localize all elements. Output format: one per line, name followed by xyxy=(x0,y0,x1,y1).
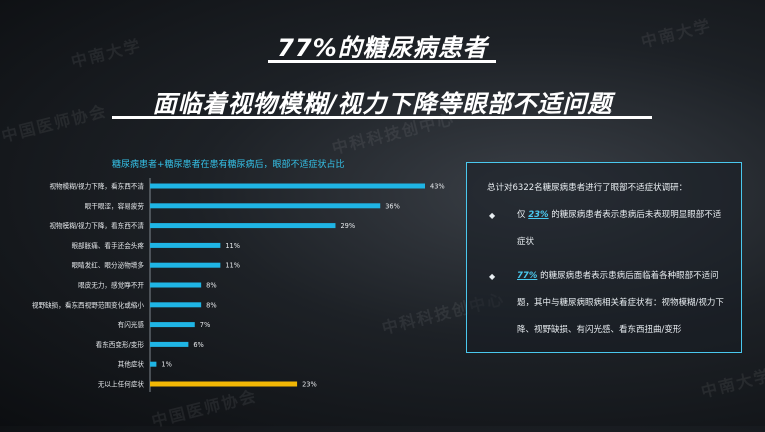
bar xyxy=(150,381,298,387)
value-label: 36% xyxy=(385,202,400,210)
category-label: 眼皮无力，感觉睁不开 xyxy=(78,281,144,290)
value-label: 8% xyxy=(206,282,216,290)
category-label: 看东西变形/变形 xyxy=(96,340,145,349)
bar xyxy=(150,282,202,288)
title-underline xyxy=(268,60,496,63)
chart-title: 糖尿病患者+糖尿患者在患有糖尿病后，眼部不适症状占比 xyxy=(112,160,345,170)
value-label: 1% xyxy=(161,361,171,369)
item1-text: 的糖尿病患者表示患病后未表现明显眼部不适症状 xyxy=(517,210,722,247)
category-label: 眼干眼涩，容易疲劳 xyxy=(85,201,145,210)
value-label: 43% xyxy=(430,183,445,191)
item1-percent: 23% xyxy=(528,210,549,220)
bar xyxy=(150,242,221,248)
category-label: 其他症状 xyxy=(118,360,145,369)
bar xyxy=(150,322,195,328)
diamond-bullet-icon: ◆ xyxy=(489,211,496,220)
category-label: 眼部胀痛、看手还会头疼 xyxy=(71,241,144,250)
item2-percent: 77% xyxy=(517,271,538,281)
category-label: 视物模糊/视力下降，看东西不清 xyxy=(49,221,144,230)
bar xyxy=(150,223,336,229)
title-underline xyxy=(112,116,652,119)
value-label: 7% xyxy=(200,321,210,329)
value-label: 11% xyxy=(225,242,240,250)
bar xyxy=(150,361,157,367)
category-label: 无以上任何症状 xyxy=(98,380,145,389)
bar xyxy=(150,203,381,209)
page-title-line2: 面临着视物模糊/视力下降等眼部不适问题 xyxy=(152,90,613,118)
value-label: 29% xyxy=(340,222,355,230)
category-label: 视物模糊/视力下降，看东西不清 xyxy=(49,182,144,191)
bar xyxy=(150,262,221,268)
bar xyxy=(150,341,189,347)
bar-chart: 视物模糊/视力下降，看东西不清 43% 眼干眼涩，容易疲劳 36% 视物模糊/视力下降，… xyxy=(32,178,445,392)
item2-text: 的糖尿病患者表示患病后面临着各种眼部不适问题，其中与糖尿病眼病相关着症状有：视物… xyxy=(517,271,724,335)
panel-item-2: 77% 的糖尿病患者表示患病后面临着各种眼部不适问题，其中与糖尿病眼病相关着症状… xyxy=(517,263,727,344)
value-label: 8% xyxy=(206,301,216,309)
panel-heading: 总计对6322名糖尿病患者进行了眼部不适症状调研： xyxy=(487,183,688,193)
watermark: 中南大学 xyxy=(699,365,765,402)
value-label: 23% xyxy=(302,381,317,389)
bar xyxy=(150,302,202,308)
diamond-bullet-icon: ◆ xyxy=(489,272,496,281)
category-label: 眼睛发红、眼分泌物增多 xyxy=(71,261,144,270)
summary-panel: 总计对6322名糖尿病患者进行了眼部不适症状调研： ◆ 仅 23% 的糖尿病患者… xyxy=(466,162,742,353)
value-label: 6% xyxy=(193,341,203,349)
bar xyxy=(150,183,425,189)
panel-item-1: 仅 23% 的糖尿病患者表示患病后未表现明显眼部不适症状 xyxy=(517,202,727,256)
category-label: 视野缺损，看东西视野范围变化或缩小 xyxy=(32,300,144,309)
item1-prefix: 仅 xyxy=(517,210,526,220)
category-label: 有闪光感 xyxy=(118,320,145,329)
value-label: 11% xyxy=(225,262,240,270)
page-title-line1: 77%的糖尿病患者 xyxy=(277,34,488,62)
